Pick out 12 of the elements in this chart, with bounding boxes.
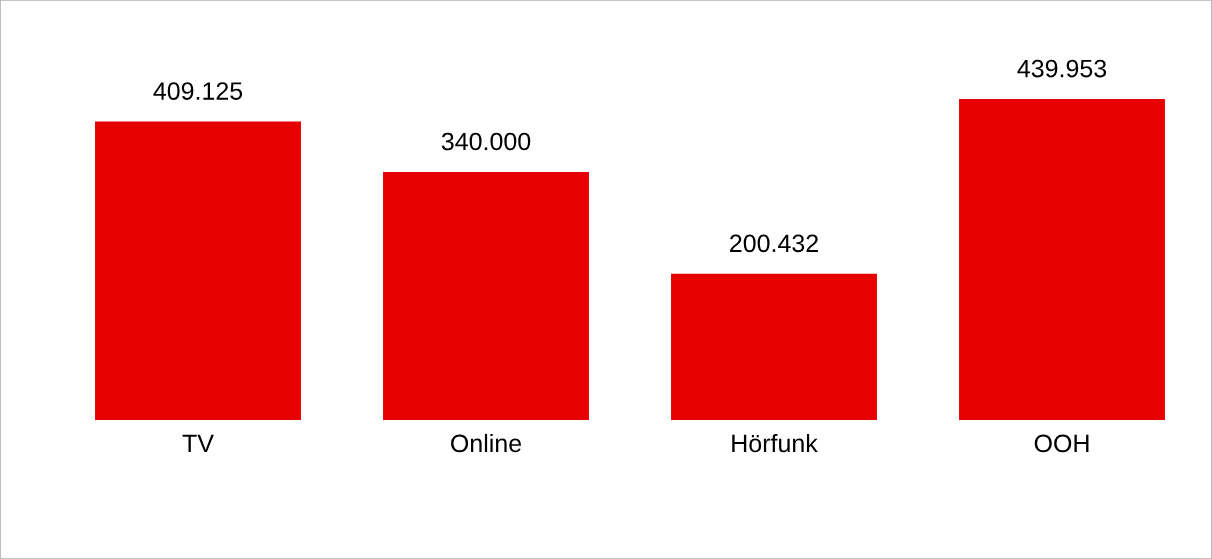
x-tick-label: Online: [451, 433, 522, 453]
data-label: 200.432: [730, 234, 818, 253]
data-label: 439.953: [1017, 59, 1107, 78]
x-tick-label: OOH: [1034, 434, 1089, 453]
x-tick-label: TV: [182, 434, 214, 453]
data-label: 340.000: [441, 132, 531, 151]
data-label: 409.125: [153, 82, 243, 100]
bar: [671, 273, 877, 420]
bar: [383, 171, 589, 420]
bar: [959, 99, 1165, 420]
bar: [95, 121, 301, 420]
x-tick-label: Hörfunk: [732, 433, 818, 453]
